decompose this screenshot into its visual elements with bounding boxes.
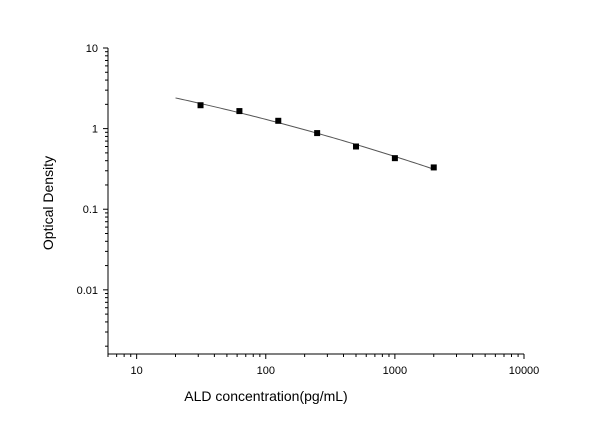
y-tick-label: 0.1 (83, 204, 98, 216)
data-point (430, 164, 437, 171)
data-point (391, 155, 398, 162)
major-ticks (103, 47, 525, 359)
data-point (236, 108, 243, 115)
y-tick-labels: 10 1 0.1 0.01 (77, 43, 98, 297)
x-tick-label: 10000 (509, 365, 540, 377)
data-points (197, 102, 437, 171)
x-axis-title: ALD concentration(pg/mL) (184, 388, 347, 404)
data-point (275, 117, 282, 124)
minor-ticks (105, 51, 519, 357)
x-tick-labels: 10 100 1000 10000 (131, 365, 540, 377)
data-point (197, 102, 204, 109)
y-axis-title: Optical Density (40, 156, 56, 250)
x-tick-label: 10 (131, 365, 143, 377)
y-tick-label: 1 (92, 124, 98, 136)
x-tick-label: 1000 (383, 365, 407, 377)
x-tick-label: 100 (257, 365, 275, 377)
y-tick-label: 0.01 (77, 285, 98, 297)
y-tick-label: 10 (86, 43, 98, 55)
fit-curve (175, 97, 434, 170)
data-point (353, 143, 360, 150)
data-point (314, 130, 321, 137)
